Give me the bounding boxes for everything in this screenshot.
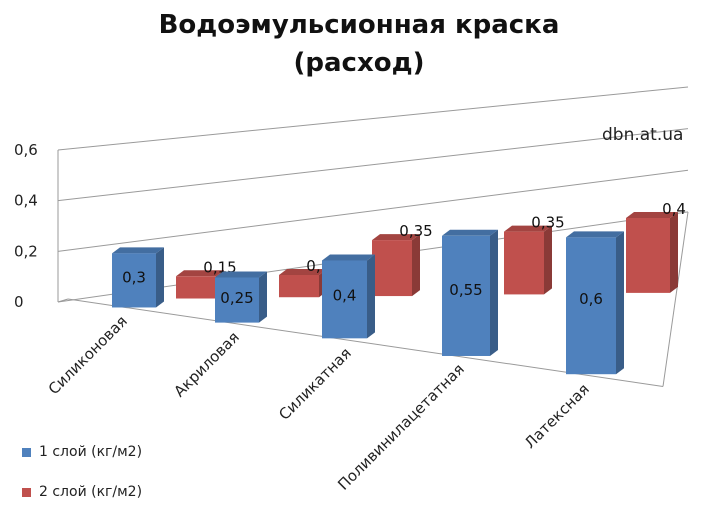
bar-front-face — [504, 231, 544, 295]
bar-side-face — [412, 234, 420, 297]
y-tick-label: 0,6 — [14, 141, 38, 159]
chart-title-line-1: Водоэмульсионная краска — [158, 10, 560, 40]
legend-swatch-series-2 — [22, 487, 31, 497]
bar-front-face — [626, 218, 670, 293]
bar-top-face — [442, 229, 498, 236]
gridline — [57, 86, 689, 151]
x-category-label: Силиконовая — [45, 312, 131, 398]
y-tick-label: 0,4 — [14, 192, 38, 210]
bar-top-face — [176, 270, 224, 277]
data-label: 0,4 — [662, 200, 686, 218]
y-axis-ticks: 0 0,2 0,4 0,6 — [14, 141, 38, 311]
bar-front-face — [442, 235, 490, 356]
bar-top-face — [112, 247, 164, 254]
bar-series-2-3: 0,35 — [372, 222, 433, 297]
bar-side-face — [490, 229, 498, 356]
bar-front-face — [372, 240, 412, 297]
bar-top-face — [626, 212, 678, 219]
bar-side-face — [367, 254, 375, 339]
bar-top-face — [504, 225, 552, 232]
x-category-label: Латексная — [521, 380, 593, 452]
data-label: 0,4 — [333, 286, 357, 304]
gridline — [57, 128, 689, 202]
floor-right-edge — [662, 211, 689, 387]
gridline — [57, 169, 689, 252]
y-tick-label: 0 — [14, 293, 24, 311]
bar-side-face — [616, 231, 624, 375]
bar-side-face — [259, 271, 267, 323]
bar-series-1-1: 0,3 — [112, 247, 164, 308]
bar-front-face — [112, 253, 156, 308]
bar-side-face — [156, 247, 164, 308]
bar-series-2-5: 0,4 — [626, 200, 686, 293]
bar-side-face — [544, 225, 552, 295]
legend-item-series-2: 2 слой (кг/м2) — [22, 484, 142, 500]
bar-front-face — [322, 260, 367, 339]
bar-top-face — [566, 231, 624, 238]
bar-top-face — [372, 234, 420, 241]
bar-series-1-4: 0,55 — [442, 229, 498, 356]
data-label: 0,6 — [579, 290, 603, 308]
bar-front-face — [176, 276, 216, 299]
data-label: 0,35 — [531, 214, 564, 232]
legend-item-series-1: 1 слой (кг/м2) — [22, 444, 142, 460]
watermark-text: dbn.at.ua — [602, 125, 683, 145]
bar-series-1-2: 0,25 — [215, 271, 267, 323]
legend-swatch-series-1 — [22, 447, 31, 457]
bar-front-face — [566, 237, 616, 375]
chart-title-line-2: (расход) — [293, 48, 425, 78]
data-label: 0,25 — [220, 289, 253, 307]
bar-series-2-4: 0,35 — [504, 214, 565, 295]
bar-front-face — [279, 274, 319, 298]
x-category-label: Поливинилацетатная — [334, 360, 468, 494]
bar-top-face — [322, 254, 375, 261]
chart-bars: 0,150,150,350,350,40,30,250,40,550,6 — [112, 200, 686, 375]
legend-label-series-1: 1 слой (кг/м2) — [39, 444, 143, 460]
legend-label-series-2: 2 слой (кг/м2) — [39, 484, 143, 500]
data-label: 0,3 — [122, 269, 146, 287]
data-label: 0,35 — [399, 222, 432, 240]
bar-top-face — [215, 271, 267, 278]
x-category-label: Силикатная — [275, 344, 355, 424]
x-axis-categories: Силиконовая Акриловая СиликатнаяПоливинила… — [45, 312, 593, 494]
data-label: 0,55 — [449, 281, 482, 299]
floor-left-edge — [57, 298, 69, 303]
bar-front-face — [215, 277, 259, 323]
bar-side-face — [670, 212, 678, 293]
bar-series-1-3: 0,4 — [322, 254, 375, 339]
y-tick-label: 0,2 — [14, 242, 38, 260]
x-category-label: Акриловая — [170, 328, 242, 400]
bar-top-face — [279, 268, 327, 275]
bar-series-1-5: 0,6 — [566, 231, 624, 375]
chart-title: Водоэмульсионная краска (расход) — [0, 6, 718, 82]
floor-front-edge — [67, 298, 664, 387]
